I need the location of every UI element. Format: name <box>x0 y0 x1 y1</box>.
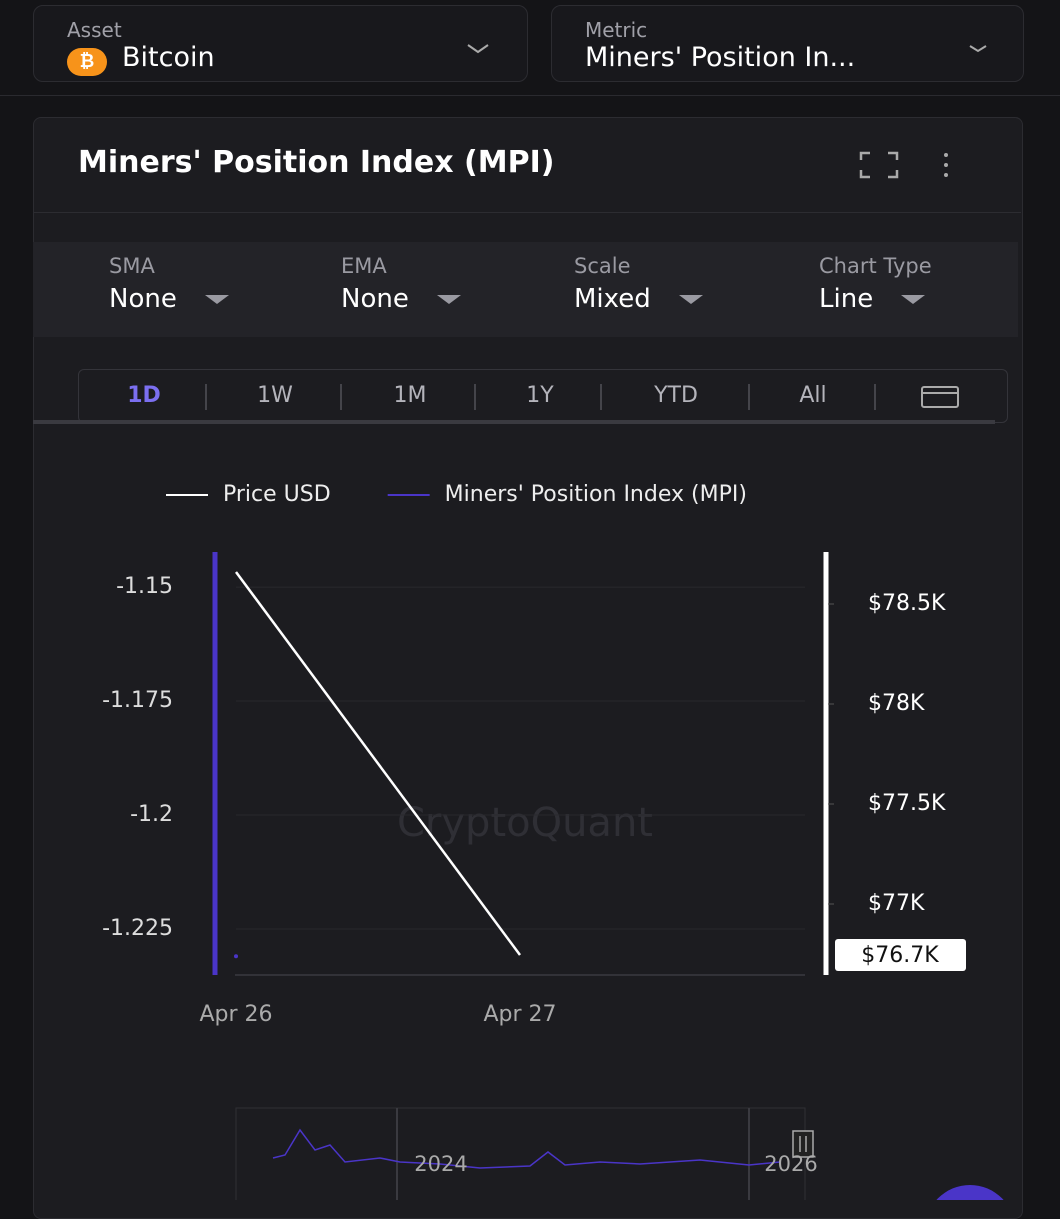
control-label: Scale <box>574 254 631 278</box>
control-label: Chart Type <box>819 254 932 278</box>
control-value: None <box>109 284 229 314</box>
y-tick-label: -1.15 <box>116 574 173 599</box>
range-button[interactable]: 1Y <box>526 383 554 408</box>
legend-label: Price USD <box>223 482 331 507</box>
control-label: EMA <box>341 254 387 278</box>
control[interactable]: EMA None <box>341 254 461 314</box>
y-tick-label: -1.2 <box>130 802 173 827</box>
watermark: CryptoQuant <box>397 800 653 846</box>
control-label: SMA <box>109 254 155 278</box>
series-point <box>234 954 238 959</box>
control-value: None <box>341 284 461 314</box>
asset-value: Bitcoin <box>122 42 215 73</box>
navigator-label: 2024 <box>414 1152 467 1176</box>
series-line <box>234 571 522 956</box>
control-text: Line <box>819 284 874 314</box>
chevron <box>467 44 489 54</box>
x-tick-label: Apr 26 <box>199 1002 272 1027</box>
range-decor <box>205 384 959 410</box>
metric-selector[interactable]: Metric Miners' Position In... <box>551 5 1024 82</box>
y-tick-label: -1.225 <box>102 916 173 941</box>
metric-value: Miners' Position In... <box>585 42 856 73</box>
control-text: Mixed <box>574 284 651 314</box>
range-button[interactable]: 1W <box>257 383 293 408</box>
y2-tick-label: $78.5K <box>868 591 946 616</box>
help-button[interactable] <box>925 1185 1015 1200</box>
control[interactable]: SMA None <box>109 254 229 314</box>
scrollbar <box>33 420 995 424</box>
card-title: Miners' Position Index (MPI) <box>78 145 555 180</box>
divider <box>33 212 1021 213</box>
metric-label: Metric <box>585 18 648 42</box>
asset-selector[interactable]: Asset ₿ Bitcoin <box>33 5 528 82</box>
control[interactable]: Scale Mixed <box>574 254 703 314</box>
y2-tick-label: $77.5K <box>868 791 946 816</box>
x-tick-label: Apr 27 <box>483 1002 556 1027</box>
indicator-controls: SMA None EMA None Scale Mixed Chart Type Lin… <box>33 242 1018 337</box>
control-text: None <box>109 284 177 314</box>
control-value: Mixed <box>574 284 703 314</box>
bitcoin-icon: ₿ <box>67 48 107 76</box>
value-label: $76.7K <box>861 943 939 968</box>
legend-label: Miners' Position Index (MPI) <box>445 482 747 507</box>
value-label-box <box>835 939 966 971</box>
range-button[interactable]: 1M <box>393 383 427 408</box>
range-button[interactable]: 1D <box>127 383 161 408</box>
control-value: Line <box>819 284 932 314</box>
control-text: None <box>341 284 409 314</box>
chevron <box>969 45 987 53</box>
y2-tick-label: $78K <box>868 691 925 716</box>
y2-tick-label: $77K <box>868 891 925 916</box>
range-button[interactable]: YTD <box>654 383 698 408</box>
asset-label: Asset <box>67 18 122 42</box>
y-tick-label: -1.175 <box>102 688 173 713</box>
control[interactable]: Chart Type Line <box>819 254 932 314</box>
navigator: 2024 2026 <box>235 1107 818 1200</box>
range-button[interactable]: All <box>799 383 827 408</box>
card-icons[interactable] <box>858 150 958 182</box>
divider <box>0 95 1060 96</box>
navigator-label: 2026 <box>764 1152 817 1176</box>
